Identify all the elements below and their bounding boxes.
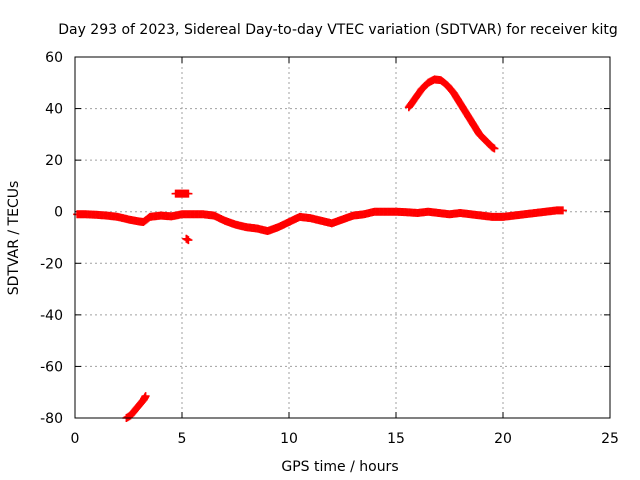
x-tick-label: 10 xyxy=(280,431,298,447)
y-tick-label: -80 xyxy=(40,411,63,427)
data-point xyxy=(184,189,193,198)
x-tick-label: 15 xyxy=(387,431,405,447)
y-tick-label: 20 xyxy=(45,153,63,169)
plot-frame xyxy=(74,56,611,419)
y-tick-label: -20 xyxy=(40,256,63,272)
data-point xyxy=(184,236,193,245)
y-tick-label: 60 xyxy=(45,50,63,66)
y-axis-label: SDTVAR / TECUs xyxy=(6,181,22,296)
series-low-arc xyxy=(122,392,150,422)
series-spike-positive xyxy=(171,189,193,198)
tick-labels: 0 5 10 15 20 25 -80 -60 -40 -20 0 20 40 60 xyxy=(40,50,619,447)
y-tick-label: -40 xyxy=(40,308,63,324)
x-axis-label: GPS time / hours xyxy=(281,459,398,475)
x-tick-label: 25 xyxy=(601,431,619,447)
series-spike-negative xyxy=(182,234,193,245)
data-points xyxy=(73,75,567,422)
data-point xyxy=(490,144,499,153)
data-point xyxy=(141,392,150,401)
x-tick-label: 20 xyxy=(494,431,512,447)
y-tick-label: 40 xyxy=(45,102,63,118)
chart-title: Day 293 of 2023, Sidereal Day-to-day VTE… xyxy=(58,22,618,38)
series-main-band xyxy=(73,206,567,236)
x-tick-label: 5 xyxy=(178,431,187,447)
x-tick-label: 0 xyxy=(71,431,80,447)
data-point xyxy=(558,206,567,215)
y-tick-label: 0 xyxy=(54,205,63,221)
y-tick-label: -60 xyxy=(40,359,63,375)
series-arc xyxy=(404,75,499,153)
